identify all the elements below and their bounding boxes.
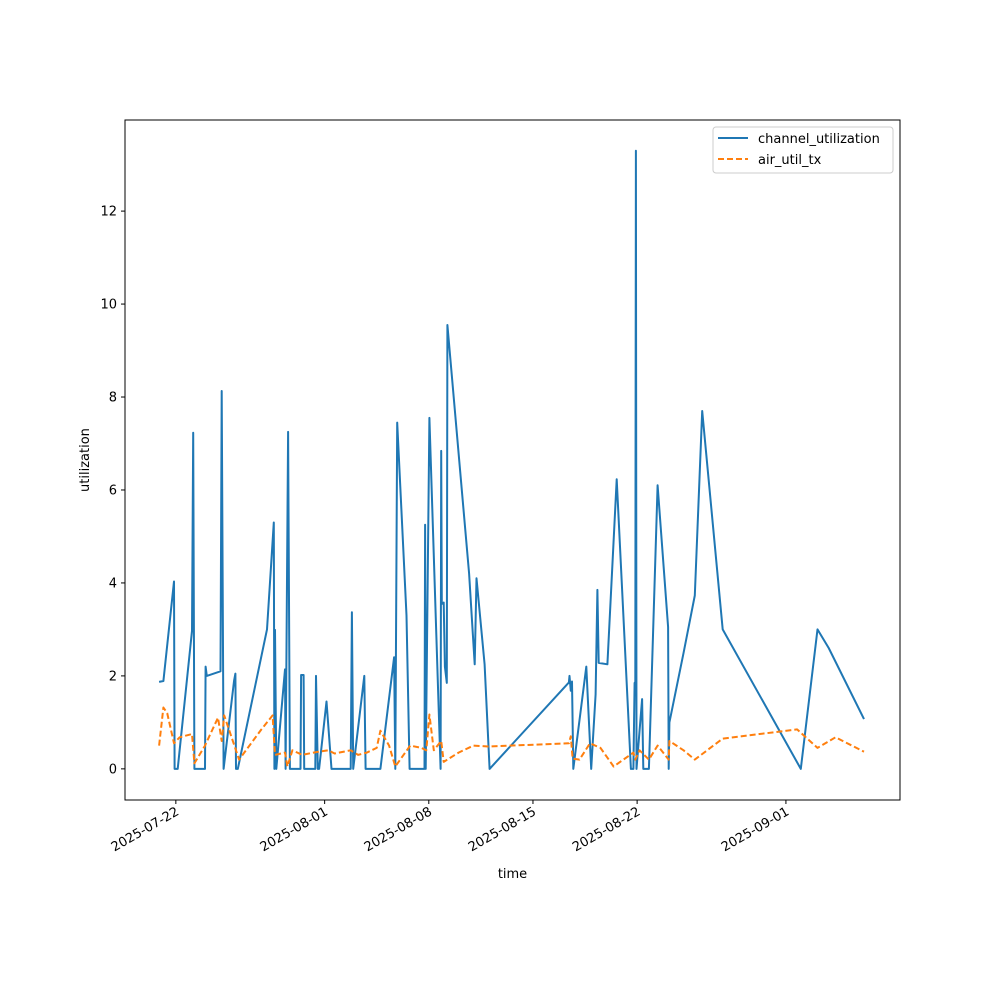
axes-frame — [124, 119, 901, 801]
legend-label-channel-utilization: channel_utilization — [758, 132, 880, 147]
y-tick-label: 0 — [109, 762, 117, 777]
plot-area — [158, 149, 865, 770]
legend: channel_utilization air_util_tx — [712, 126, 894, 174]
y-tick-label: 8 — [109, 391, 117, 406]
series-line-channel-utilization — [158, 149, 865, 770]
x-axis-label: time — [498, 867, 527, 882]
y-axis-label: utilization — [78, 428, 93, 492]
y-tick-label: 6 — [109, 483, 117, 498]
y-tick-label: 10 — [100, 298, 117, 313]
y-tick-label: 2 — [109, 669, 117, 684]
y-tick-label: 12 — [100, 205, 117, 220]
series-line-air-util-tx — [158, 706, 865, 768]
legend-label-air-util-tx: air_util_tx — [758, 153, 822, 168]
legend-box — [712, 126, 894, 174]
y-axis-ticks: 0 2 4 6 8 10 12 — [100, 205, 125, 777]
y-tick-label: 4 — [109, 576, 117, 591]
